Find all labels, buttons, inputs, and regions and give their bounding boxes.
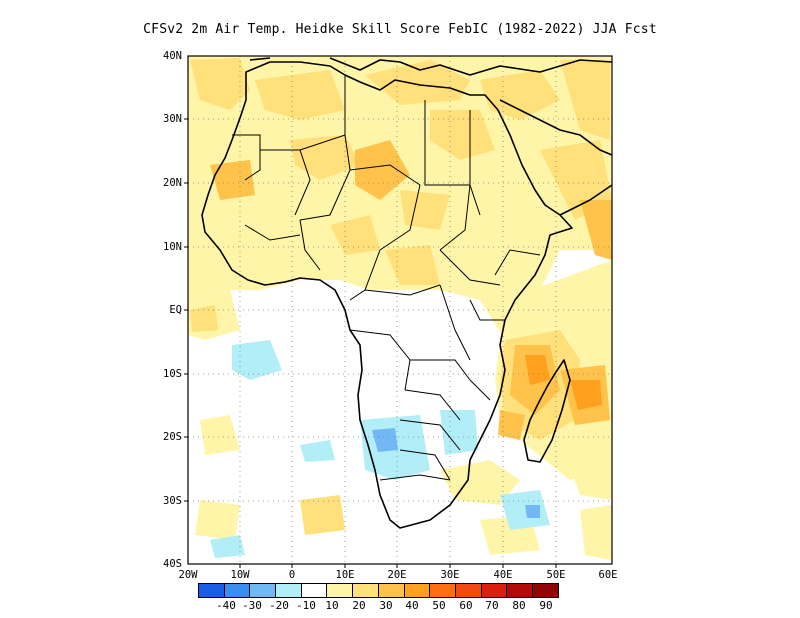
colorbar-label: 80 bbox=[512, 599, 526, 612]
colorbar-swatch bbox=[249, 583, 277, 598]
colorbar-swatch bbox=[506, 583, 533, 598]
colorbar-swatch bbox=[326, 583, 354, 598]
lon-label-20e: 20E bbox=[387, 569, 407, 581]
africa-coastline bbox=[201, 61, 573, 529]
lon-label-10e: 10E bbox=[335, 569, 355, 581]
europe-coast bbox=[249, 57, 613, 76]
colorbar-label: 20 bbox=[352, 599, 366, 612]
lat-label-40n: 40N bbox=[163, 50, 182, 62]
colorbar-swatch bbox=[531, 583, 559, 598]
arabia-coast bbox=[499, 99, 613, 216]
colorbar-swatch bbox=[300, 583, 328, 598]
colorbar-swatch bbox=[480, 583, 508, 598]
colorbar-label: 30 bbox=[379, 599, 393, 612]
lat-label-10s: 10S bbox=[163, 368, 182, 380]
lon-label-60e: 60E bbox=[598, 569, 618, 581]
lat-label-20n: 20N bbox=[163, 177, 182, 189]
lon-label-10w: 10W bbox=[230, 569, 250, 581]
map-title: CFSv2 2m Air Temp. Heidke Skill Score Fe… bbox=[143, 22, 657, 37]
grid-lines bbox=[188, 56, 612, 564]
country-borders bbox=[232, 75, 541, 481]
colorbar-swatch bbox=[223, 583, 251, 598]
colorbar-swatch bbox=[352, 583, 379, 598]
lon-label-0: 0 bbox=[288, 569, 296, 581]
lon-label-20w: 20W bbox=[178, 569, 198, 581]
colorbar-swatch bbox=[275, 583, 302, 598]
madagascar bbox=[523, 359, 571, 463]
lat-label-40s: 40S bbox=[163, 558, 182, 570]
colorbar-label: -30 bbox=[242, 599, 262, 612]
colorbar bbox=[198, 583, 559, 598]
colorbar-swatch bbox=[377, 583, 405, 598]
coastlines bbox=[201, 57, 613, 529]
colorbar-label: -20 bbox=[269, 599, 289, 612]
colorbar-label: -40 bbox=[216, 599, 236, 612]
colorbar-swatch bbox=[429, 583, 456, 598]
colorbar-swatch bbox=[403, 583, 431, 598]
colorbar-label: 40 bbox=[405, 599, 419, 612]
lat-label-30n: 30N bbox=[163, 113, 182, 125]
lat-label-10n: 10N bbox=[163, 241, 182, 253]
colorbar-label: 60 bbox=[459, 599, 473, 612]
lon-label-40e: 40E bbox=[493, 569, 513, 581]
colorbar-label: 70 bbox=[485, 599, 499, 612]
lat-label-30s: 30S bbox=[163, 495, 182, 507]
lon-label-50e: 50E bbox=[546, 569, 566, 581]
axis-ticks bbox=[184, 118, 557, 568]
colorbar-label: -10 bbox=[296, 599, 316, 612]
lat-label-eq: EQ bbox=[169, 304, 182, 316]
colorbar-label: 90 bbox=[539, 599, 553, 612]
colorbar-label: 10 bbox=[325, 599, 339, 612]
colorbar-label: 50 bbox=[432, 599, 446, 612]
colorbar-swatch bbox=[198, 583, 225, 598]
lat-label-20s: 20S bbox=[163, 431, 182, 443]
lon-label-30e: 30E bbox=[440, 569, 460, 581]
colorbar-swatch bbox=[454, 583, 482, 598]
